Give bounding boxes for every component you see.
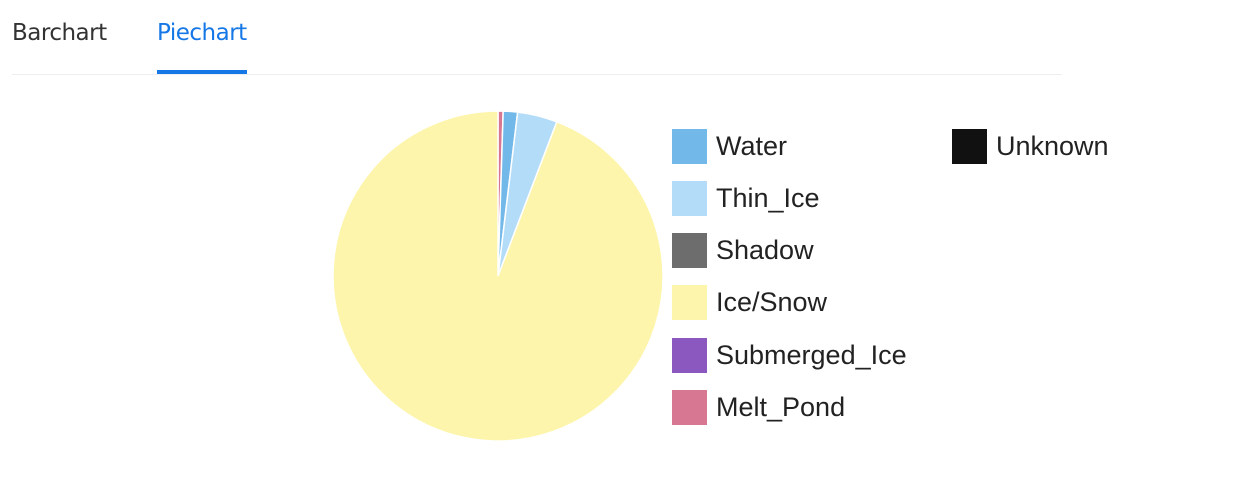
legend-swatch bbox=[672, 128, 707, 164]
legend-item-submerged-ice[interactable]: Submerged_Ice bbox=[672, 337, 907, 373]
legend-swatch bbox=[672, 390, 707, 425]
legend-label: Unknown bbox=[996, 130, 1109, 161]
pie-chart bbox=[330, 108, 670, 448]
chart-legend: Water Thin_Ice Shadow Ice/Snow Submerged_Ice… bbox=[672, 128, 1192, 428]
legend-swatch bbox=[672, 337, 707, 373]
legend-item-melt-pond[interactable]: Melt_Pond bbox=[672, 390, 845, 426]
pie-chart-svg bbox=[332, 110, 664, 442]
legend-item-water[interactable]: Water bbox=[672, 128, 787, 164]
legend-item-thin-ice[interactable]: Thin_Ice bbox=[672, 180, 820, 216]
legend-swatch bbox=[952, 128, 987, 164]
legend-label: Submerged_Ice bbox=[716, 339, 907, 370]
legend-label: Water bbox=[716, 130, 788, 161]
legend-swatch bbox=[672, 285, 707, 321]
chart-tabs: Barchart Piechart bbox=[12, 0, 1062, 75]
legend-label: Ice/Snow bbox=[716, 287, 828, 318]
legend-item-unknown[interactable]: Unknown bbox=[952, 128, 1109, 164]
legend-label: Thin_Ice bbox=[716, 182, 820, 213]
legend-swatch bbox=[672, 233, 707, 269]
legend-label: Melt_Pond bbox=[716, 392, 846, 422]
tab-barchart[interactable]: Barchart bbox=[12, 20, 107, 46]
pie-slice-ice-snow[interactable] bbox=[332, 110, 664, 442]
legend-item-shadow[interactable]: Shadow bbox=[672, 233, 814, 269]
legend-swatch bbox=[672, 180, 707, 216]
tab-piechart[interactable]: Piechart bbox=[157, 20, 247, 74]
legend-item-ice-snow[interactable]: Ice/Snow bbox=[672, 285, 827, 321]
legend-label: Shadow bbox=[716, 235, 814, 266]
